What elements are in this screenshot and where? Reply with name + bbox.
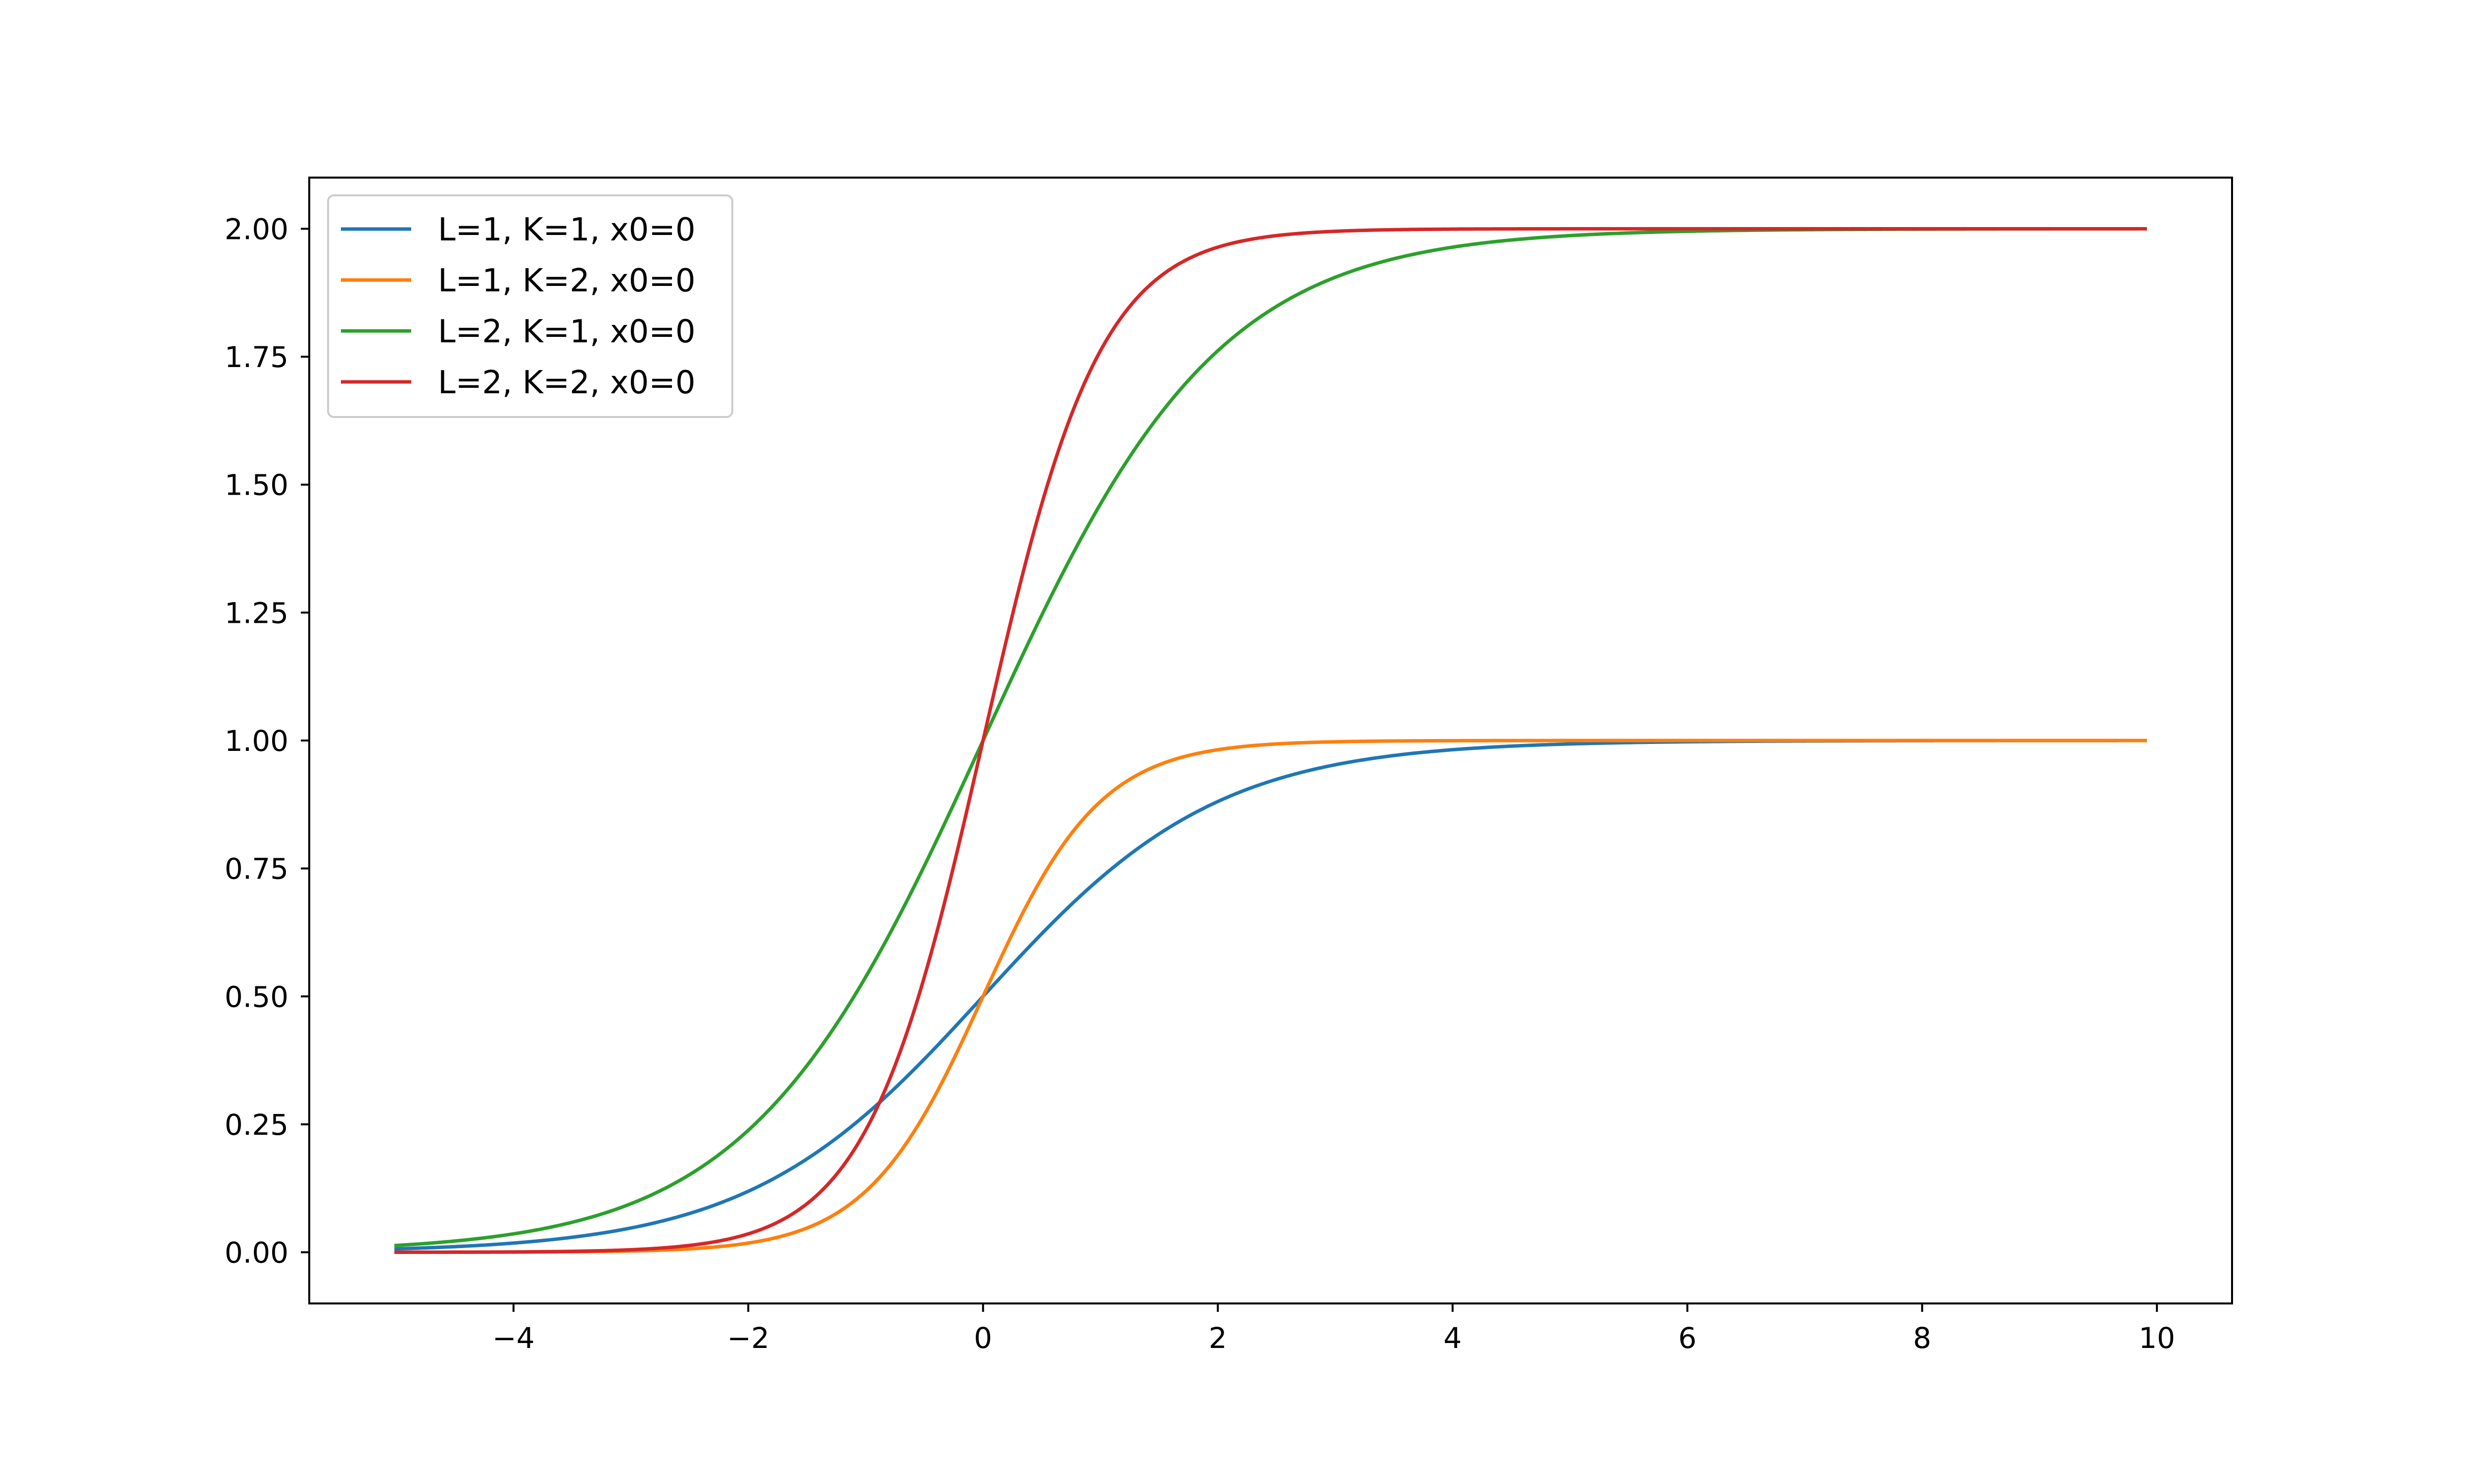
x-tick-label: 0	[974, 1321, 992, 1355]
x-tick-label: 6	[1678, 1321, 1697, 1355]
x-tick-label: −4	[492, 1321, 535, 1355]
y-tick-label: 0.75	[225, 852, 288, 886]
y-axis-ticks: 0.00 0.25 0.50 0.75 1.00 1.25 1.50 1.75 2.00	[225, 212, 309, 1270]
series-line-4	[394, 227, 2147, 1254]
y-tick-label: 1.75	[225, 340, 288, 374]
y-tick-label: 0.25	[225, 1108, 288, 1142]
legend-label-3: L=2, K=1, x0=0	[438, 314, 696, 350]
y-tick-label: 1.25	[225, 596, 288, 630]
y-tick-label: 1.50	[225, 468, 288, 502]
legend-label-2: L=1, K=2, x0=0	[438, 263, 696, 299]
legend-box	[327, 194, 733, 418]
legend-label-4: L=2, K=2, x0=0	[438, 365, 696, 401]
series-line-2	[394, 739, 2147, 1254]
y-tick-label: 0.50	[225, 980, 288, 1014]
x-tick-label: −2	[727, 1321, 770, 1355]
x-tick-label: 4	[1443, 1321, 1462, 1355]
x-tick-label: 2	[1209, 1321, 1227, 1355]
legend-label-1: L=1, K=1, x0=0	[438, 212, 696, 248]
x-tick-label: 10	[2139, 1321, 2175, 1355]
x-tick-label: 8	[1913, 1321, 1931, 1355]
y-tick-label: 2.00	[225, 212, 288, 246]
legend: L=1, K=1, x0=0 L=1, K=2, x0=0 L=2, K=1, x0…	[327, 194, 733, 418]
y-tick-label: 0.00	[225, 1236, 288, 1270]
series-layer	[394, 227, 2147, 1254]
y-tick-label: 1.00	[225, 724, 288, 758]
x-axis-ticks: −4 −2 0 2 4 6 8 10	[492, 1303, 2175, 1355]
